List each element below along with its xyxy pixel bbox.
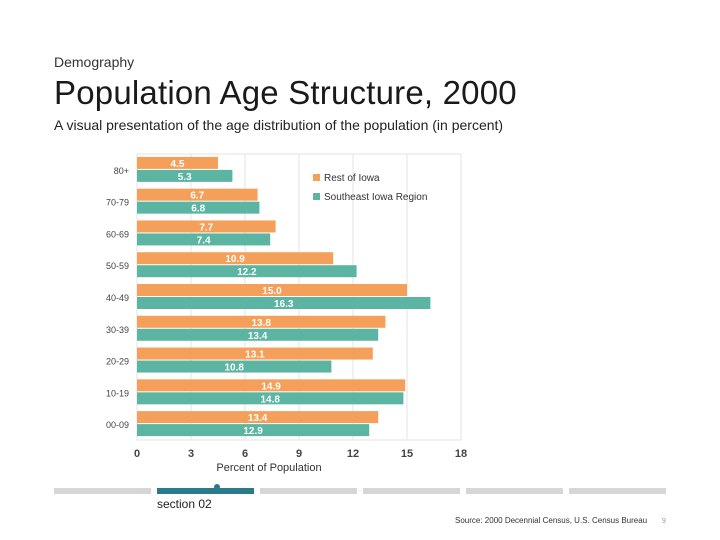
bar-rest-of-iowa [137, 188, 258, 201]
bar-southeast-iowa [137, 360, 332, 373]
data-label: 16.3 [274, 299, 294, 310]
progress-marker [214, 484, 220, 490]
bar-southeast-iowa [137, 424, 370, 437]
legend-swatch [313, 174, 320, 181]
data-label: 4.5 [171, 159, 185, 170]
y-tick-label: 30-39 [106, 325, 129, 335]
data-label: 6.7 [190, 191, 204, 202]
progress-segment [569, 488, 666, 494]
slide-kicker: Demography [54, 54, 135, 70]
progress-segment [466, 488, 563, 494]
x-axis-label: Percent of Population [216, 462, 321, 474]
slide-title: Population Age Structure, 2000 [54, 74, 517, 111]
progress-segment [157, 488, 254, 494]
page-number: 9 [662, 518, 666, 525]
x-tick-label: 6 [242, 448, 248, 460]
bar-southeast-iowa [137, 392, 404, 405]
bar-rest-of-iowa [137, 220, 276, 233]
y-tick-label: 70-79 [106, 198, 129, 208]
progress-segment [363, 488, 460, 494]
x-tick-label: 12 [347, 448, 359, 460]
y-tick-label: 40-49 [106, 293, 129, 303]
y-tick-label: 10-19 [106, 388, 129, 398]
data-label: 7.4 [197, 235, 211, 246]
data-label: 7.7 [199, 222, 213, 233]
y-tick-label: 00-09 [106, 420, 129, 430]
data-label: 15.0 [262, 286, 282, 297]
x-tick-label: 15 [401, 448, 413, 460]
data-label: 13.4 [248, 413, 268, 424]
data-label: 13.8 [251, 318, 271, 329]
bar-rest-of-iowa [137, 284, 407, 296]
y-tick-label: 80+ [114, 166, 129, 176]
data-label: 13.1 [245, 350, 265, 361]
data-label: 10.9 [225, 254, 245, 265]
bar-rest-of-iowa [137, 156, 218, 169]
bar-southeast-iowa [137, 169, 233, 182]
y-tick-label: 20-29 [106, 357, 129, 367]
bar-rest-of-iowa [137, 411, 379, 424]
legend-label: Southeast Iowa Region [324, 192, 427, 203]
data-label: 14.9 [261, 381, 281, 392]
bar-rest-of-iowa [137, 347, 373, 360]
y-tick-label: 60-69 [106, 229, 129, 239]
data-label: 13.4 [248, 331, 268, 342]
bar-southeast-iowa [137, 297, 431, 309]
bar-rest-of-iowa [137, 252, 334, 265]
x-tick-label: 18 [455, 448, 467, 460]
y-tick-label: 50-59 [106, 261, 129, 271]
bar-southeast-iowa [137, 201, 260, 214]
data-label: 12.2 [237, 267, 257, 278]
x-tick-label: 9 [296, 448, 302, 460]
slide-subtitle: A visual presentation of the age distrib… [54, 117, 504, 133]
section-label: section 02 [157, 497, 212, 511]
section-progress [54, 484, 666, 494]
data-label: 5.3 [178, 172, 192, 183]
bar-southeast-iowa [137, 233, 271, 246]
age-structure-chart: 0 3 6 9 12 15 18 80+ 4.5 5.3 70-79 6.7 6.8 60-69 7.7 7.… [106, 153, 467, 474]
bar-rest-of-iowa [137, 315, 386, 328]
data-label: 10.8 [224, 363, 244, 374]
bar-southeast-iowa [137, 328, 379, 341]
legend-label: Rest of Iowa [324, 173, 380, 184]
data-label: 14.8 [260, 394, 280, 405]
data-label: 12.9 [243, 426, 263, 437]
x-tick-label: 3 [188, 448, 194, 460]
bar-southeast-iowa [137, 265, 357, 278]
progress-segment [54, 488, 151, 494]
legend-swatch [313, 193, 320, 200]
progress-segment [260, 488, 357, 494]
bar-rest-of-iowa [137, 379, 406, 392]
x-tick-label: 0 [134, 448, 140, 460]
data-label: 6.8 [191, 204, 205, 215]
source-note: Source: 2000 Decennial Census, U.S. Cens… [455, 516, 648, 525]
